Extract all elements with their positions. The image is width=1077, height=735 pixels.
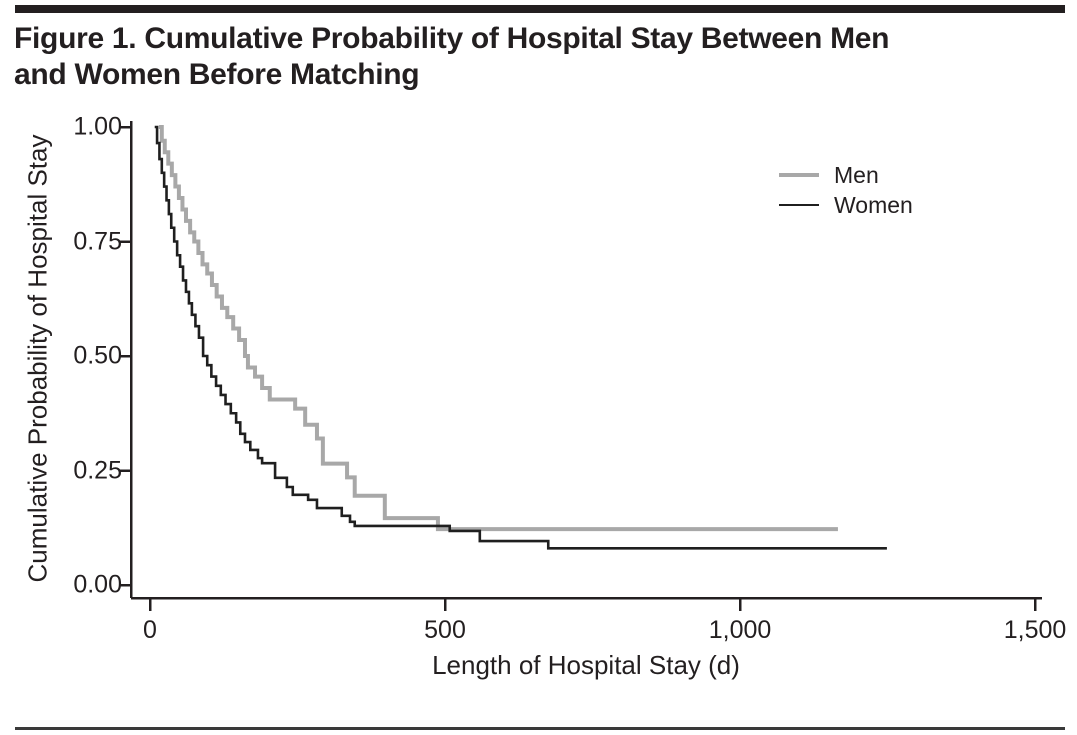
legend-label-women: Women bbox=[834, 191, 913, 218]
legend-row-women: Women bbox=[779, 190, 913, 220]
x-tick-label: 500 bbox=[424, 616, 466, 644]
y-tick-label: 0.00 bbox=[73, 570, 122, 599]
legend: Men Women bbox=[779, 160, 913, 220]
legend-label-men: Men bbox=[834, 161, 879, 188]
x-tick-label: 0 bbox=[143, 616, 157, 644]
y-tick-label: 0.50 bbox=[73, 341, 122, 370]
y-tick-label: 1.00 bbox=[73, 112, 122, 141]
top-rule-divider bbox=[15, 5, 1065, 13]
men-line-swatch bbox=[779, 173, 819, 177]
men-survival-curve bbox=[158, 125, 838, 532]
legend-row-men: Men bbox=[779, 160, 913, 190]
y-tick-label: 0.25 bbox=[73, 456, 122, 484]
figure-title: Figure 1. Cumulative Probability of Hosp… bbox=[14, 21, 890, 93]
x-axis-title: Length of Hospital Stay (d) bbox=[432, 650, 740, 680]
x-tick-label: 1,500 bbox=[1003, 616, 1067, 644]
y-tick-label: 0.75 bbox=[73, 227, 122, 255]
bottom-rule-divider bbox=[15, 727, 1065, 730]
women-survival-curve bbox=[154, 125, 887, 550]
figure-title-line-1: Figure 1. Cumulative Probability of Hosp… bbox=[14, 22, 890, 55]
women-line-swatch bbox=[779, 203, 819, 207]
figure-title-line-2: and Women Before Matching bbox=[14, 58, 420, 91]
x-tick-label: 1,000 bbox=[708, 616, 772, 644]
